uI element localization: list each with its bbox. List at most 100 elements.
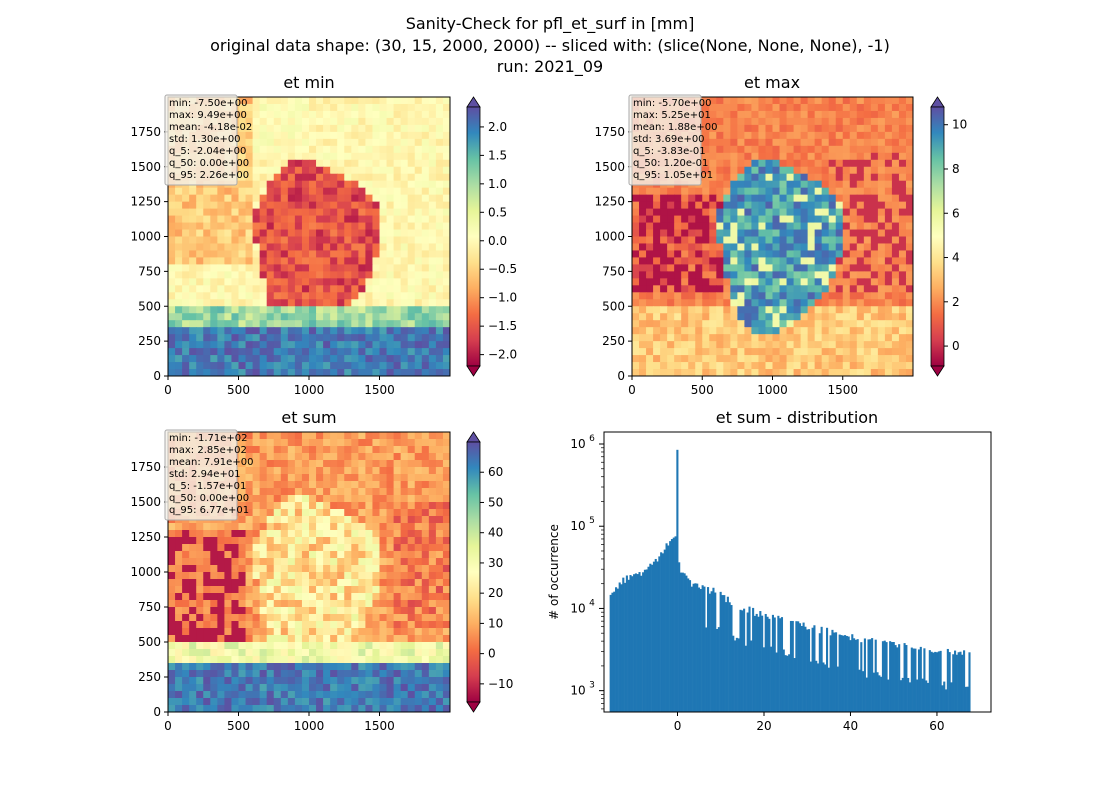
heatmap-cell bbox=[337, 285, 345, 293]
heatmap-cell bbox=[259, 229, 268, 238]
heatmap-cell bbox=[337, 173, 345, 182]
heatmap-cell bbox=[344, 257, 352, 265]
heatmap-cell bbox=[765, 138, 774, 147]
heatmap-cell bbox=[414, 495, 423, 503]
heatmap-cell bbox=[316, 460, 324, 468]
heatmap-cell bbox=[442, 565, 450, 573]
heatmap-cell bbox=[905, 369, 913, 376]
heatmap-cell bbox=[337, 488, 345, 496]
heatmap-cell bbox=[273, 201, 282, 210]
heatmap-cell bbox=[695, 355, 703, 363]
heatmap-cell bbox=[365, 579, 374, 587]
heatmap-cell bbox=[294, 292, 303, 300]
heatmap-cell bbox=[372, 243, 381, 252]
heatmap-cell bbox=[217, 229, 225, 238]
heatmap-cell bbox=[863, 362, 872, 370]
heatmap-cell bbox=[856, 208, 865, 217]
heatmap-cell bbox=[744, 327, 753, 335]
heatmap-cell bbox=[702, 229, 710, 238]
heatmap-cell bbox=[330, 502, 338, 510]
heatmap-cell bbox=[372, 103, 381, 112]
heatmap-cell bbox=[168, 215, 176, 224]
suptitle-line-2: original data shape: (30, 15, 2000, 2000… bbox=[210, 36, 890, 55]
heatmap-cell bbox=[737, 222, 746, 231]
heatmap-cell bbox=[674, 264, 682, 272]
heatmap-cell bbox=[365, 97, 374, 105]
heatmap-cell bbox=[814, 180, 823, 189]
heatmap-cell bbox=[337, 278, 345, 286]
heatmap-cell bbox=[252, 488, 261, 496]
heatmap-cell bbox=[238, 369, 247, 376]
heatmap-cell bbox=[379, 285, 388, 293]
heatmap-cell bbox=[337, 530, 345, 538]
heatmap-cell bbox=[245, 474, 254, 482]
heatmap-cell bbox=[421, 201, 430, 210]
heatmap-cell bbox=[442, 117, 450, 126]
heatmap-cell bbox=[175, 271, 183, 279]
heatmap-cell bbox=[414, 271, 423, 279]
heatmap-cell bbox=[245, 453, 254, 461]
heatmap-cell bbox=[309, 369, 317, 376]
heatmap-cell bbox=[330, 600, 338, 608]
heatmap-cell bbox=[287, 481, 296, 489]
heatmap-cell bbox=[660, 271, 668, 279]
heatmap-cell bbox=[730, 180, 738, 189]
heatmap-cell bbox=[351, 453, 359, 461]
heatmap-cell bbox=[758, 180, 767, 189]
heatmap-cell bbox=[372, 313, 381, 321]
heatmap-cell bbox=[393, 250, 402, 259]
heatmap-cell bbox=[758, 250, 767, 259]
heatmap-cell bbox=[414, 572, 423, 580]
heatmap-cell bbox=[632, 320, 640, 328]
heatmap-cell bbox=[884, 187, 893, 196]
heatmap-cell bbox=[231, 649, 240, 657]
heatmap-cell bbox=[407, 110, 416, 119]
heatmap-cell bbox=[870, 145, 879, 154]
heatmap-cell bbox=[386, 530, 395, 538]
heatmap-cell bbox=[716, 229, 724, 238]
heatmap-cell bbox=[386, 439, 395, 447]
heatmap-cell bbox=[238, 236, 247, 245]
heatmap-cell bbox=[231, 278, 240, 286]
heatmap-cell bbox=[294, 607, 303, 615]
heatmap-cell bbox=[828, 229, 837, 238]
heatmap-cell bbox=[337, 551, 345, 559]
heatmap-cell bbox=[196, 208, 204, 217]
heatmap-cell bbox=[688, 348, 696, 356]
heatmap-cell bbox=[245, 656, 254, 664]
heatmap-cell bbox=[856, 369, 865, 376]
heatmap-cell bbox=[442, 173, 450, 182]
heatmap-cell bbox=[758, 341, 767, 349]
heatmap-cell bbox=[421, 278, 430, 286]
heatmap-cell bbox=[189, 362, 197, 370]
heatmap-cell bbox=[632, 271, 640, 279]
heatmap-cell bbox=[442, 558, 450, 566]
heatmap-cell bbox=[210, 579, 218, 587]
heatmap-cell bbox=[849, 215, 858, 224]
heatmap-cell bbox=[182, 670, 190, 678]
heatmap-cell bbox=[266, 516, 275, 524]
heatmap-cell bbox=[765, 222, 774, 231]
heatmap-cell bbox=[421, 656, 430, 664]
heatmap-cell bbox=[863, 180, 872, 189]
heatmap-cell bbox=[309, 306, 317, 314]
heatmap-cell bbox=[372, 516, 381, 524]
heatmap-cell bbox=[301, 593, 310, 601]
heatmap-cell bbox=[765, 271, 774, 279]
heatmap-cell bbox=[252, 208, 261, 217]
heatmap-cell bbox=[287, 642, 296, 650]
heatmap-cell bbox=[238, 572, 247, 580]
heatmap-cell bbox=[287, 138, 296, 147]
heatmap-cell bbox=[870, 229, 879, 238]
heatmap-cell bbox=[287, 145, 296, 154]
heatmap-cell bbox=[723, 341, 731, 349]
heatmap-cell bbox=[344, 159, 352, 168]
heatmap-cell bbox=[379, 159, 388, 168]
heatmap-cell bbox=[203, 537, 211, 545]
heatmap-cell bbox=[287, 173, 296, 182]
heatmap-cell bbox=[414, 117, 423, 126]
heatmap-cell bbox=[372, 698, 381, 706]
heatmap-cell bbox=[168, 208, 176, 217]
heatmap-cell bbox=[294, 656, 303, 664]
heatmap-cell bbox=[365, 432, 374, 440]
